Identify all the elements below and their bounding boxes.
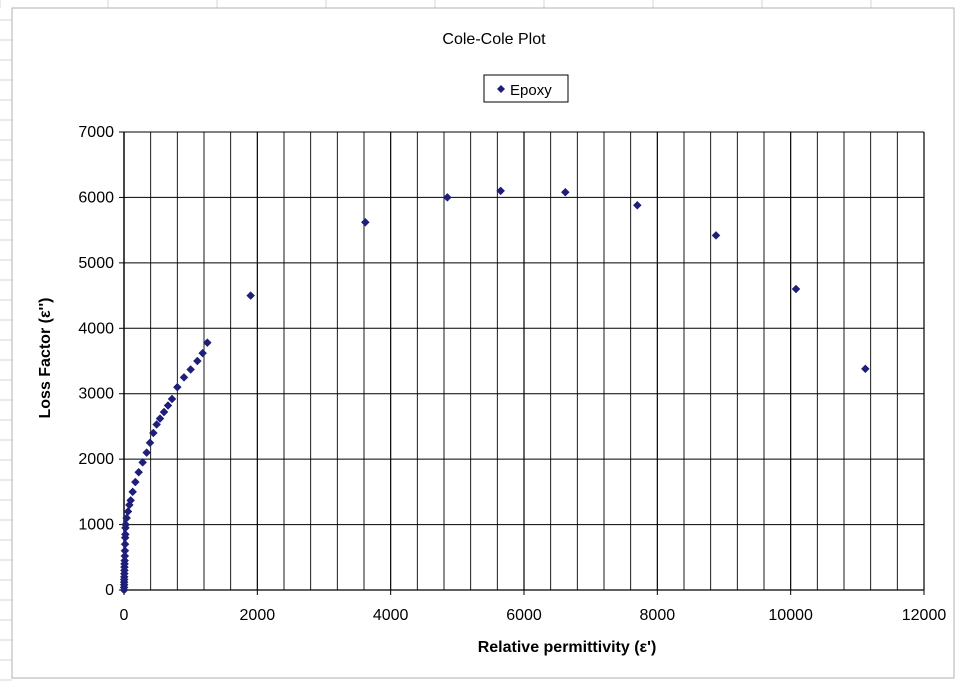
y-tick-label: 1000 (78, 517, 114, 534)
data-point (198, 348, 208, 358)
data-point (202, 338, 212, 348)
data-point (148, 428, 158, 438)
data-point (138, 458, 148, 467)
legend-marker-diamond (497, 85, 505, 93)
data-point (360, 217, 370, 227)
data-point (192, 356, 202, 366)
x-axis-label: Relative permittivity (ε') (478, 639, 657, 656)
x-axis-ticks: 0 2000 4000 6000 8000 10000 12000 (120, 590, 947, 624)
data-point (120, 546, 130, 556)
data-point (120, 551, 130, 561)
plot-gridlines (123, 131, 925, 591)
x-tick-label: 10000 (768, 607, 813, 624)
data-point (496, 186, 506, 196)
data-point (860, 364, 870, 374)
x-tick-label: 4000 (373, 607, 409, 624)
data-points (119, 186, 870, 595)
x-tick-label: 12000 (902, 607, 947, 624)
data-point (632, 200, 642, 210)
data-point (122, 513, 132, 523)
data-point (186, 365, 196, 374)
data-point (130, 477, 140, 487)
data-point (120, 530, 130, 539)
data-point (134, 467, 144, 477)
x-tick-label: 2000 (240, 607, 276, 624)
data-point (152, 420, 162, 429)
chart-title: Cole-Cole Plot (442, 31, 546, 48)
data-point (791, 284, 801, 294)
data-point (711, 231, 721, 240)
data-point (128, 487, 138, 497)
y-tick-label: 7000 (78, 124, 114, 141)
data-point (142, 448, 152, 457)
legend-box (483, 74, 569, 103)
data-point (560, 187, 570, 197)
y-tick-label: 2000 (78, 451, 114, 468)
data-point (179, 373, 189, 382)
chart-area-border (11, 7, 955, 679)
data-point (167, 394, 177, 404)
data-point (163, 401, 173, 410)
data-point (159, 407, 169, 417)
x-tick-label: 6000 (506, 607, 542, 624)
data-point (126, 496, 136, 505)
y-axis-ticks: 0 1000 2000 3000 4000 5000 6000 7000 (78, 124, 124, 599)
data-point (155, 414, 165, 423)
data-point (120, 556, 130, 565)
spreadsheet-grid (0, 0, 872, 681)
data-point (123, 507, 133, 516)
y-tick-label: 6000 (78, 189, 114, 206)
legend-label-epoxy: Epoxy (510, 82, 552, 99)
y-tick-label: 5000 (78, 255, 114, 272)
data-point (442, 193, 452, 202)
x-tick-label: 0 (120, 607, 129, 624)
legend: Epoxy (483, 74, 569, 103)
data-point (172, 382, 182, 392)
x-tick-label: 8000 (640, 607, 676, 624)
data-point (145, 438, 155, 448)
data-point (121, 520, 131, 529)
data-point (246, 291, 256, 300)
y-tick-label: 4000 (78, 320, 114, 337)
y-axis-label: Loss Factor (ε'') (37, 298, 54, 419)
y-tick-label: 0 (105, 582, 114, 599)
y-tick-label: 3000 (78, 386, 114, 403)
data-point (120, 539, 130, 549)
